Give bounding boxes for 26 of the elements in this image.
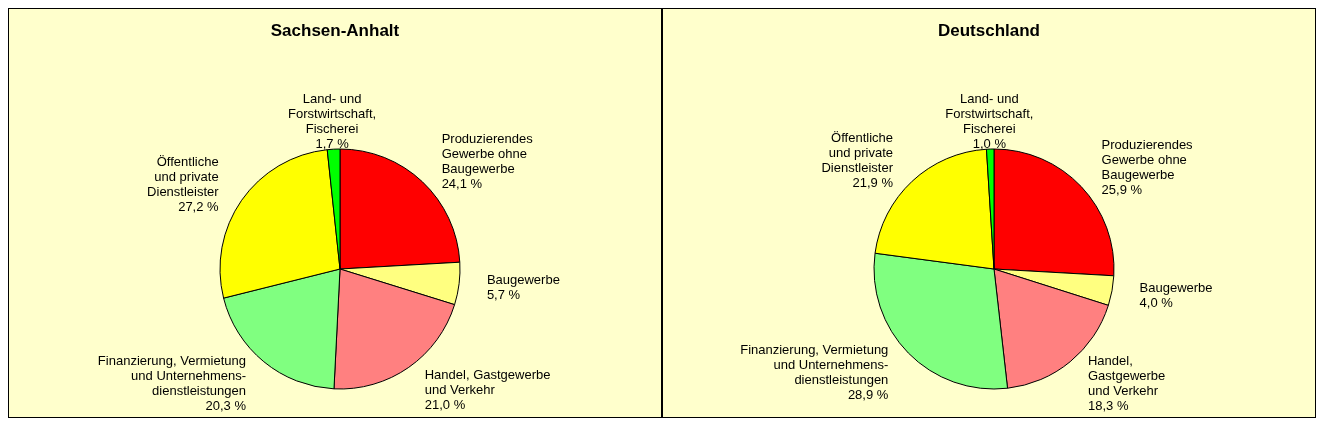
slice-label: Öffentliche und private Dienstleister [821, 130, 894, 176]
chart-title: Sachsen-Anhalt [269, 21, 401, 41]
data-label: 27,2 % [178, 198, 220, 214]
data-label: 4,0 % [1139, 295, 1174, 311]
data-label: 5,7 % [486, 286, 521, 302]
slice-label: Land- und Forstwirtschaft, Fischerei [945, 90, 1034, 136]
data-label: 28,9 % [847, 387, 889, 403]
slice-label: Finanzierung, Vermietung und Unternehmens- dienstleistungen [740, 342, 889, 388]
slice-label: Produzierendes Gewerbe ohne Baugewerbe [1101, 136, 1194, 182]
slice-label: Produzierendes Gewerbe ohne Baugewerbe [441, 130, 534, 176]
chart-title: Deutschland [937, 21, 1041, 41]
data-label: 25,9 % [1101, 181, 1143, 197]
slice-label: Land- und Forstwirtschaft, Fischerei [288, 90, 377, 136]
slice-label: Handel, Gastgewerbe und Verkehr [1087, 352, 1166, 398]
data-label: 21,0 % [424, 397, 466, 413]
data-label: 21,9 % [852, 175, 894, 191]
slice-label: Baugewerbe [486, 271, 560, 287]
slice-label: Öffentliche und private Dienstleister [147, 153, 220, 199]
data-label: 1,7 % [315, 135, 350, 151]
data-label: 20,3 % [205, 397, 247, 413]
slice-label: Finanzierung, Vermietung und Unternehmens- dienstleistungen [97, 352, 247, 398]
slice-label: Handel, Gastgewerbe und Verkehr [424, 367, 551, 398]
data-label: 1,0 % [972, 135, 1007, 151]
data-label: 18,3 % [1087, 397, 1129, 413]
slice-label: Baugewerbe [1139, 280, 1213, 296]
data-label: 24,1 % [441, 175, 483, 191]
